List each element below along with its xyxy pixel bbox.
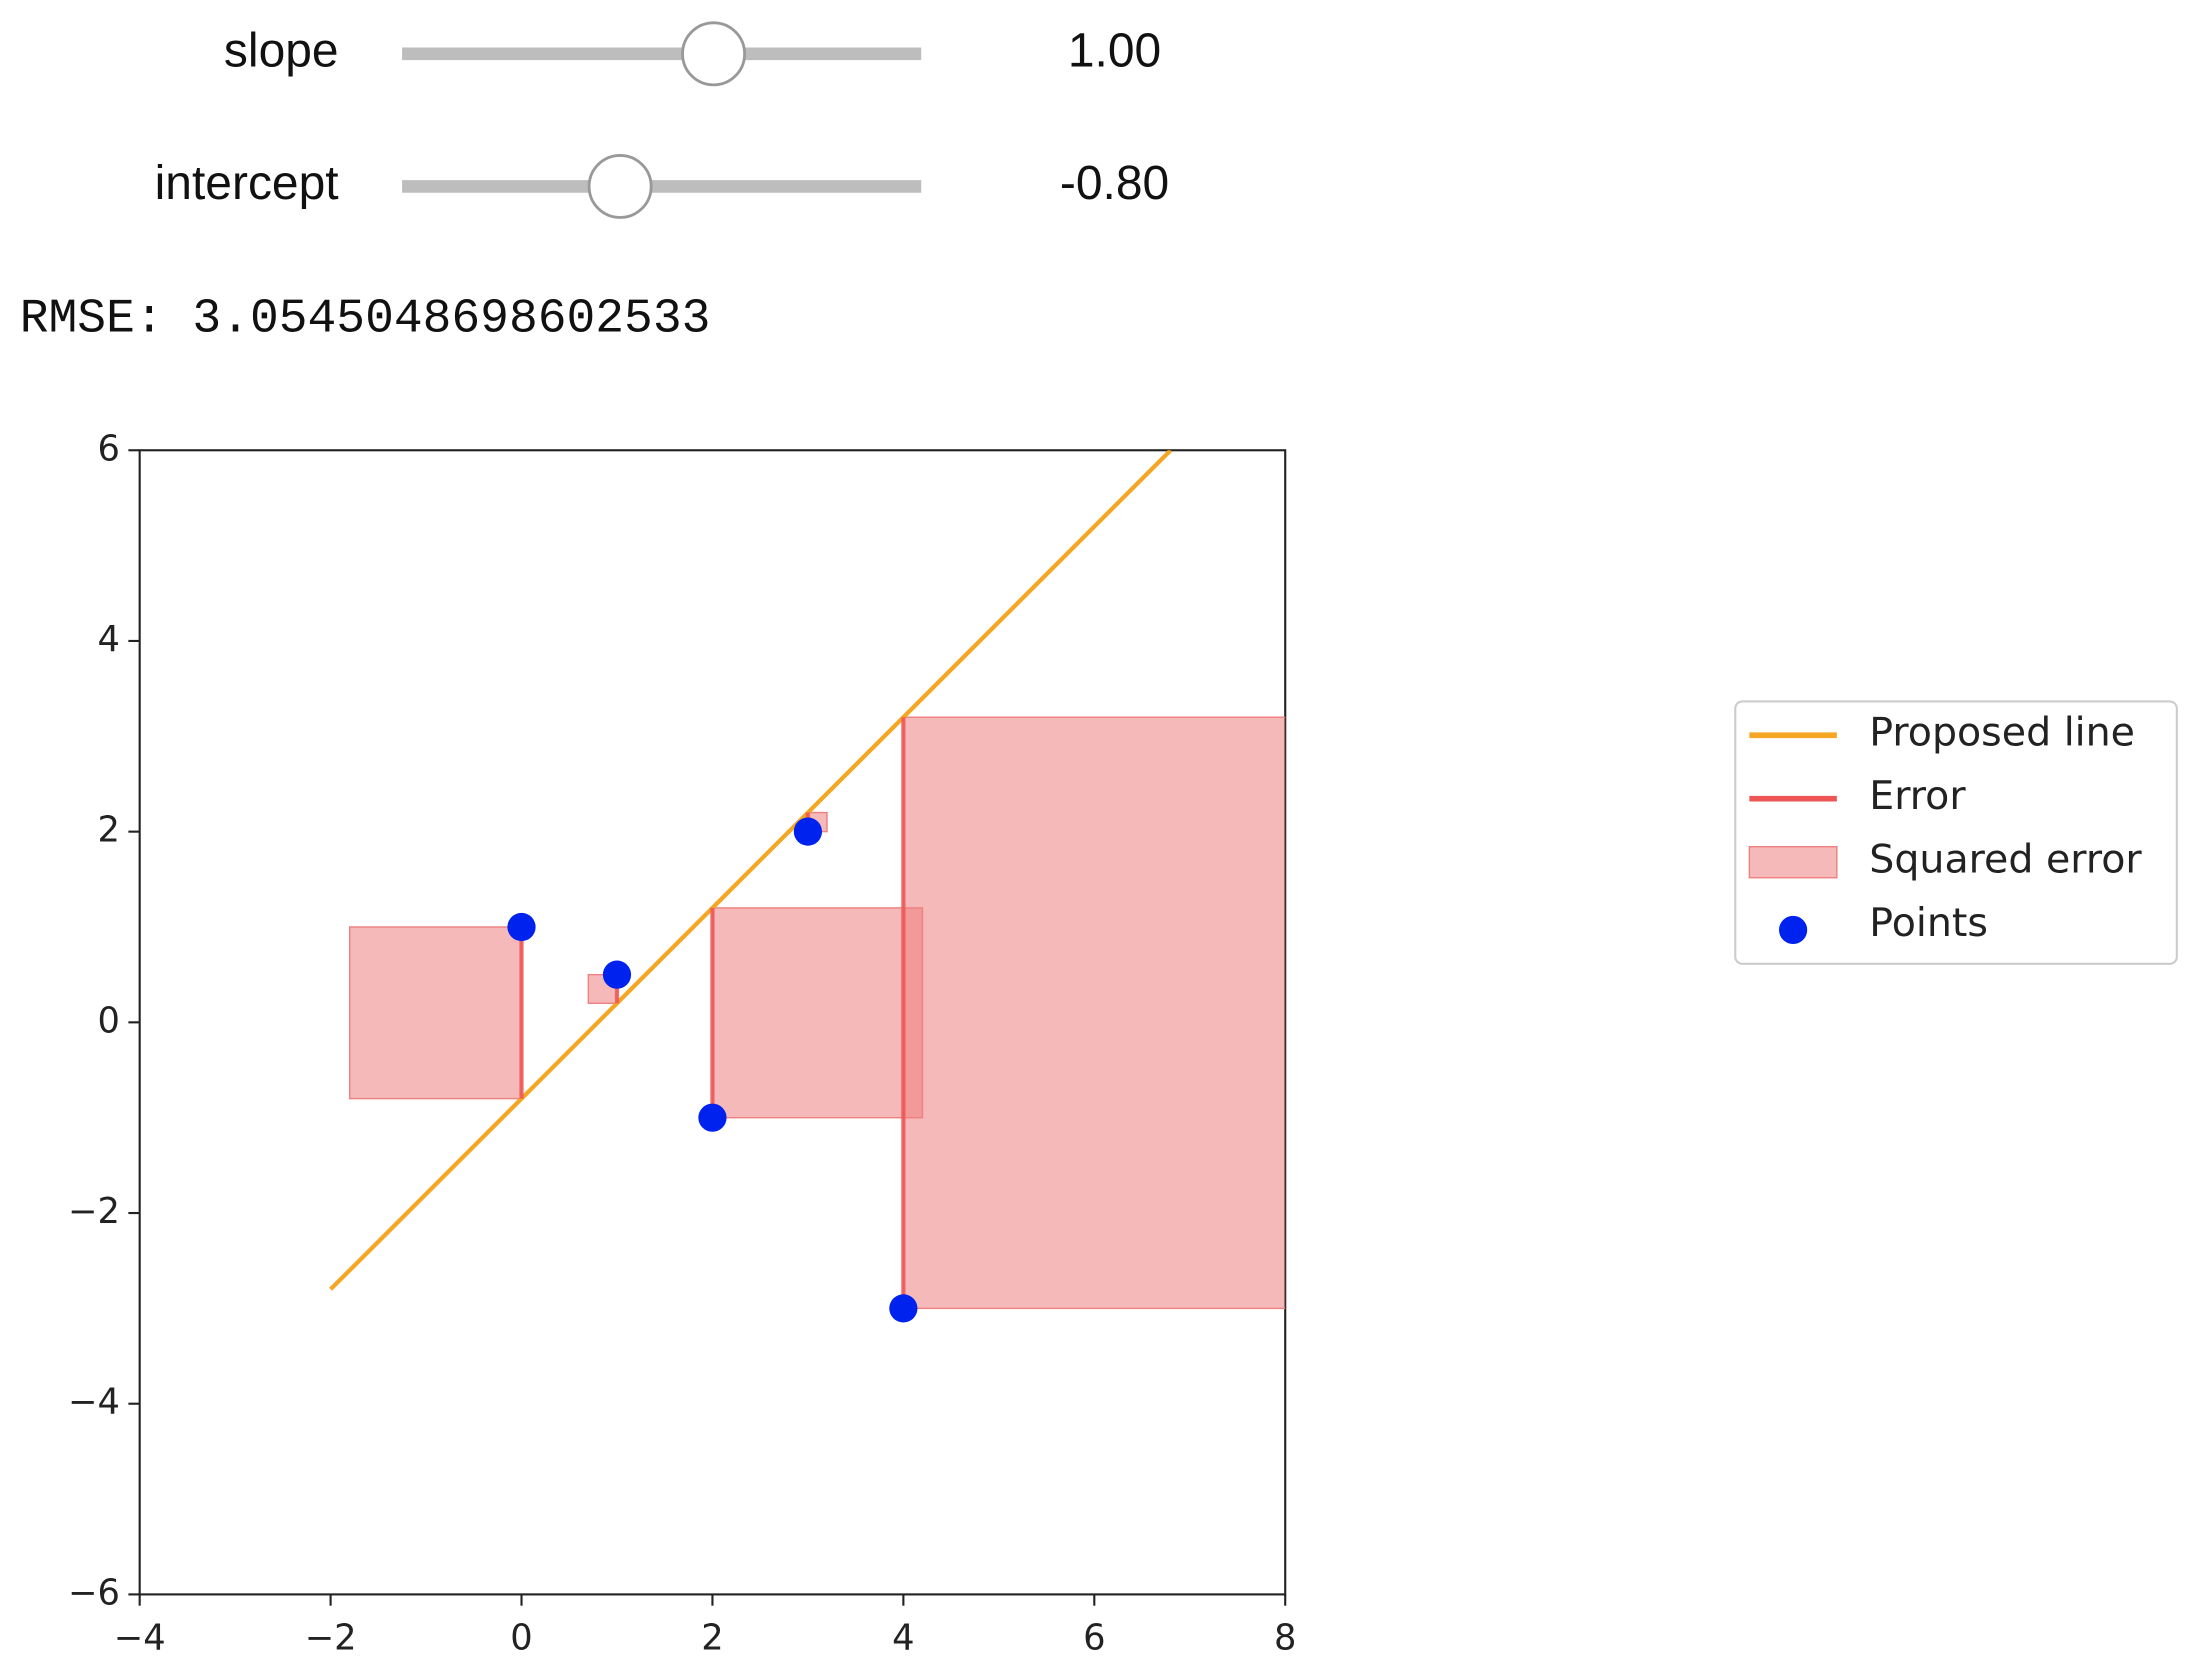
x-tick-label: 2 — [701, 1618, 723, 1659]
point — [793, 817, 823, 846]
x-tick-label: 0 — [510, 1618, 532, 1659]
y-tick-label: 2 — [97, 810, 119, 851]
y-tick-label: 0 — [97, 1000, 119, 1041]
legend-label: Error — [1869, 773, 1966, 819]
squared-error — [902, 716, 1286, 1310]
point — [507, 912, 536, 942]
legend-box — [1734, 700, 2178, 965]
legend-label: Proposed line — [1869, 710, 2135, 756]
point — [698, 1103, 727, 1132]
slider-value: -0.80 — [1060, 157, 1169, 210]
legend-swatch — [1778, 915, 1808, 945]
legend-swatch — [1748, 845, 1838, 879]
point — [889, 1294, 918, 1323]
squared-error — [711, 907, 924, 1119]
point — [602, 960, 632, 989]
y-tick-label: −4 — [68, 1382, 120, 1423]
plot-area — [329, 450, 1286, 1310]
slider-handle[interactable] — [587, 154, 653, 219]
x-tick-label: 6 — [1083, 1618, 1105, 1659]
y-tick-label: −6 — [68, 1572, 120, 1613]
x-tick-label: 8 — [1274, 1618, 1296, 1659]
slider-handle[interactable] — [681, 21, 747, 87]
squared-error — [348, 926, 523, 1100]
y-tick-label: 6 — [97, 428, 119, 469]
proposed-line — [329, 450, 1173, 1291]
x-tick-label: 4 — [892, 1618, 914, 1659]
x-tick-label: −4 — [114, 1618, 166, 1659]
slider-label: intercept — [155, 157, 339, 210]
rmse-output: RMSE: 3.0545048698602533 — [20, 293, 711, 347]
slider-value: 1.00 — [1068, 25, 1161, 78]
y-tick-label: −2 — [68, 1191, 120, 1232]
y-tick-label: 4 — [97, 619, 119, 660]
slider-label: slope — [224, 25, 339, 78]
squared-error — [587, 973, 618, 1004]
legend-label: Points — [1869, 900, 1988, 946]
x-tick-label: −2 — [305, 1618, 357, 1659]
legend-label: Squared error — [1869, 837, 2142, 883]
